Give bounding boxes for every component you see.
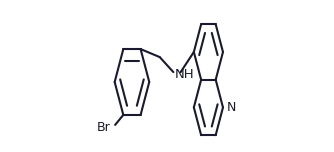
Text: NH: NH [174, 68, 194, 81]
Text: Br: Br [97, 121, 111, 134]
Text: N: N [226, 101, 236, 114]
